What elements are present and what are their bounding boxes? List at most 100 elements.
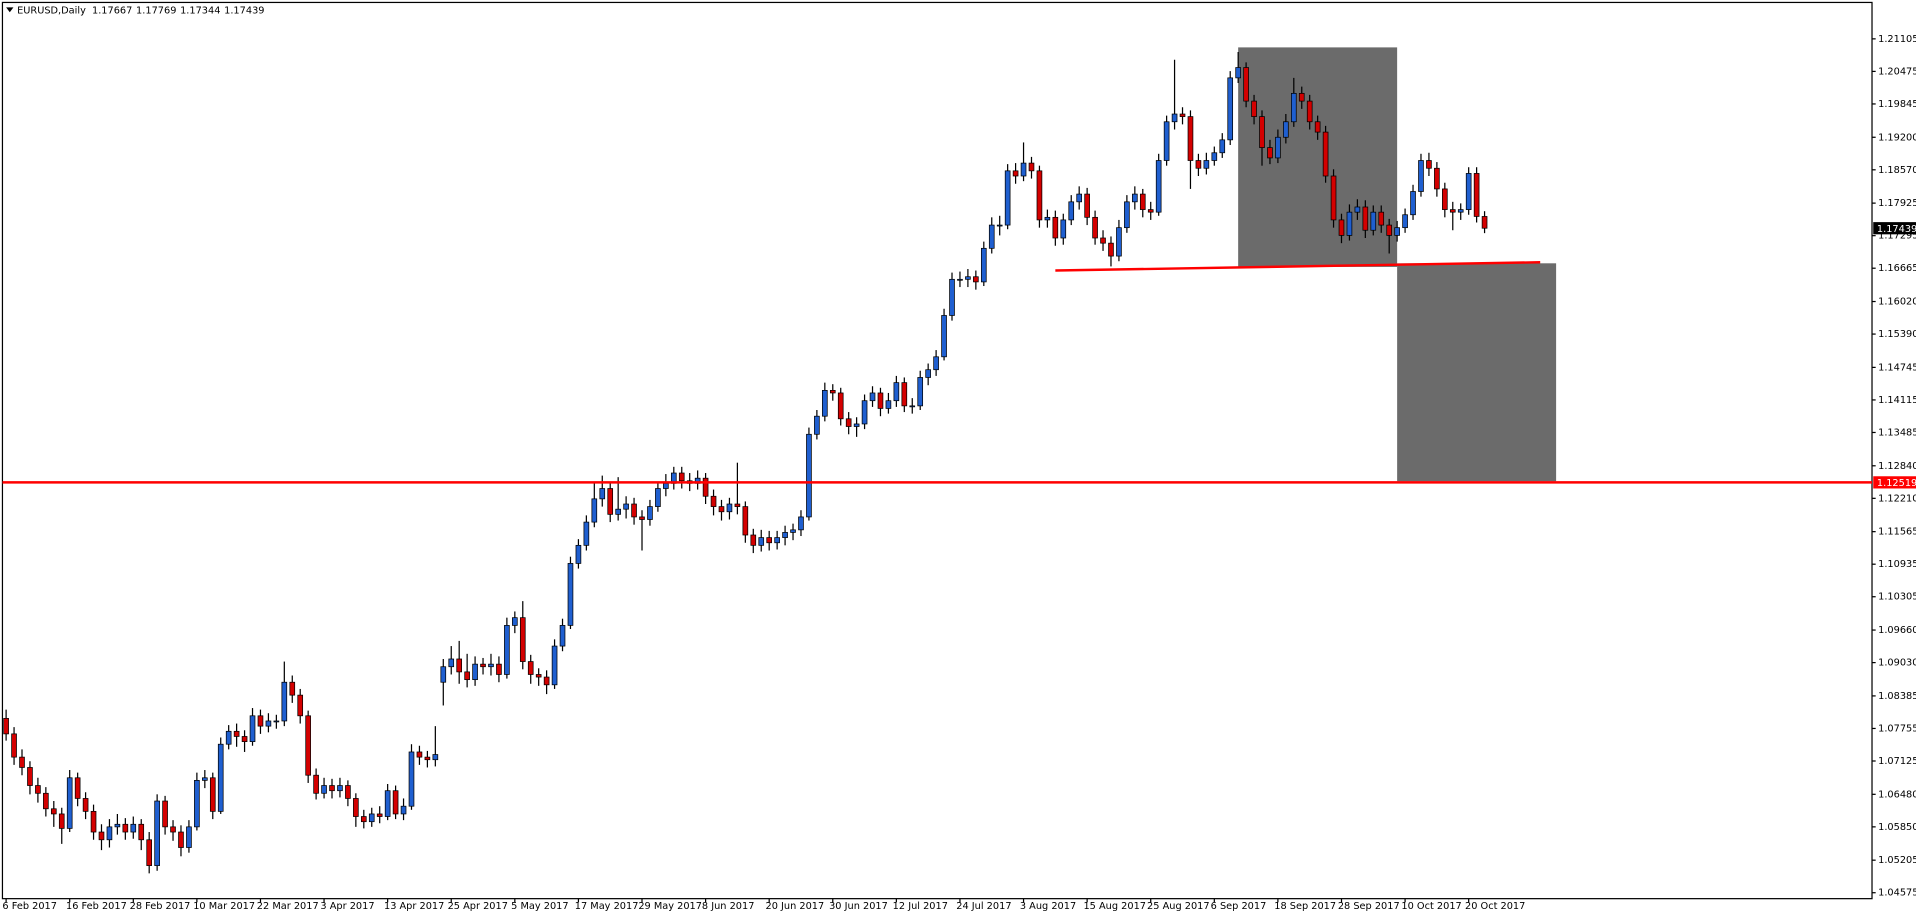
trend-line <box>1055 261 1541 272</box>
candle-body <box>941 315 947 358</box>
x-tick-label: 25 Apr 2017 <box>448 901 508 912</box>
candle-body <box>194 780 200 828</box>
candle-body <box>1473 173 1480 217</box>
candle-body <box>535 674 542 678</box>
candle-body <box>98 831 105 841</box>
x-tick-label: 5 May 2017 <box>511 901 568 912</box>
candle-body <box>1084 193 1090 218</box>
candle-body <box>551 645 558 686</box>
candle-body <box>925 369 931 378</box>
x-tick-label: 13 Apr 2017 <box>384 901 444 912</box>
y-tick-label: 1.04575 <box>1878 888 1916 899</box>
y-tick-label: 1.12840 <box>1878 461 1916 472</box>
candle-body <box>615 508 621 515</box>
candle-body <box>1378 211 1385 226</box>
candle-body <box>1211 152 1218 161</box>
candle-body <box>1195 160 1202 169</box>
x-tick-label: 28 Sep 2017 <box>1338 901 1400 912</box>
candle-body <box>384 790 391 817</box>
candle-body <box>877 392 884 409</box>
candle-body <box>917 377 924 407</box>
candle-body <box>988 224 995 249</box>
y-tick-label: 1.20475 <box>1878 66 1916 77</box>
x-tick-label: 24 Jul 2017 <box>956 901 1011 912</box>
candle-body <box>1402 214 1408 229</box>
candle-body <box>480 663 486 668</box>
candle-body <box>1306 100 1313 123</box>
candle-body <box>1275 136 1281 159</box>
candle-body <box>496 663 502 675</box>
candle-body <box>1147 209 1154 213</box>
y-tick-label: 1.09030 <box>1878 658 1916 669</box>
candle-body <box>591 498 598 523</box>
candle-body <box>647 506 653 520</box>
x-tick-label: 12 Jul 2017 <box>893 901 948 912</box>
candle-body <box>376 813 383 817</box>
menu-arrow[interactable] <box>6 7 14 13</box>
candle-body <box>599 488 606 500</box>
x-tick-label: 18 Sep 2017 <box>1274 901 1336 912</box>
x-tick-label: 15 Aug 2017 <box>1083 901 1146 912</box>
candle-body <box>233 730 240 737</box>
candle-body <box>1481 216 1488 229</box>
candle-body <box>257 715 264 727</box>
x-tick-label: 29 May 2017 <box>638 901 702 912</box>
candle-body <box>559 625 566 647</box>
candle-body <box>1330 175 1337 221</box>
candle-body <box>1092 216 1098 239</box>
x-tick-label: 20 Oct 2017 <box>1465 901 1525 912</box>
x-tick-label: 3 Aug 2017 <box>1020 901 1076 912</box>
candle-body <box>1012 170 1019 177</box>
candle-body <box>329 785 335 792</box>
candle-body <box>1179 113 1186 117</box>
x-tick-label: 8 Jun 2017 <box>702 901 755 912</box>
x-tick-label: 30 Jun 2017 <box>829 901 888 912</box>
candle-body <box>1227 77 1234 141</box>
candle-body <box>3 718 9 735</box>
candle-body <box>82 798 89 812</box>
candle-body <box>798 516 804 531</box>
candle-body <box>861 400 868 425</box>
candle-body <box>1187 116 1194 161</box>
candle-body <box>360 816 367 823</box>
candle-body <box>464 671 470 681</box>
candle-body <box>416 751 423 758</box>
candle-body <box>217 743 224 812</box>
candle-body <box>35 785 41 794</box>
candle-body <box>27 767 33 786</box>
candle-body <box>519 617 526 662</box>
candle-body <box>837 392 844 420</box>
candle-body <box>424 756 431 761</box>
candle-body <box>909 405 916 408</box>
candle-body <box>655 488 661 507</box>
candle-body <box>178 831 184 848</box>
header-high: 1.17769 <box>136 5 176 16</box>
y-tick-label: 1.07755 <box>1878 723 1916 734</box>
header-close: 1.17439 <box>224 5 264 16</box>
y-tick-label: 1.12210 <box>1878 493 1916 504</box>
y-tick-label: 1.15390 <box>1878 329 1916 340</box>
candle-body <box>1020 162 1027 177</box>
y-tick-label: 1.19845 <box>1878 99 1916 110</box>
candle-body <box>575 544 582 564</box>
candle-body <box>758 537 765 546</box>
y-tick-label: 1.17925 <box>1878 198 1916 209</box>
candle-body <box>567 563 574 626</box>
candle-body <box>114 823 121 828</box>
candle-body <box>1442 188 1448 210</box>
candle-body <box>1314 121 1321 133</box>
candle-body <box>742 506 749 536</box>
candle-body <box>814 415 820 435</box>
candle-body <box>432 754 439 761</box>
candle-body <box>1290 92 1297 123</box>
candle-body <box>829 390 836 394</box>
y-tick-label: 1.07125 <box>1878 756 1916 767</box>
candle-body <box>1068 201 1075 221</box>
candle-body <box>1251 100 1257 117</box>
y-tick-label: 1.06480 <box>1878 789 1916 800</box>
y-tick-label: 1.10305 <box>1878 592 1916 603</box>
x-tick-label: 6 Feb 2017 <box>2 901 57 912</box>
candle-body <box>583 521 590 546</box>
candle-body <box>782 532 788 538</box>
candle-body <box>766 537 772 544</box>
